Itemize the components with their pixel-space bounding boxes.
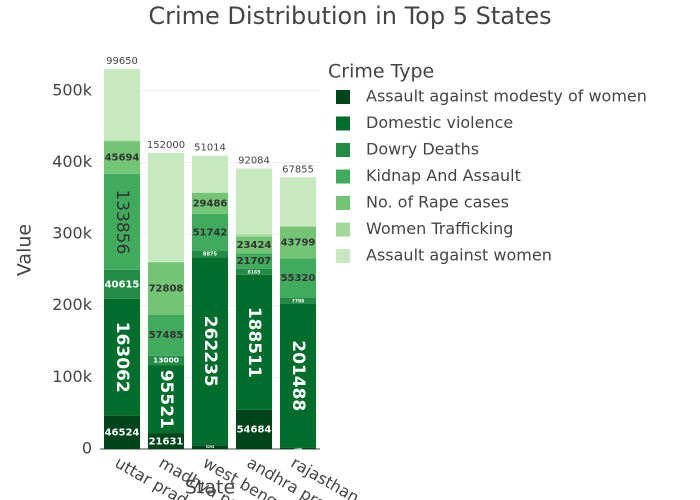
data-label: 13000 (153, 355, 179, 364)
y-tick-label: 0 (82, 439, 92, 458)
bar-segment (191, 155, 229, 193)
bar-segment (147, 261, 185, 263)
data-label: 1500 (294, 446, 302, 450)
data-label: 163062 (112, 322, 132, 393)
bar-segment (191, 257, 229, 446)
y-tick-label: 300k (52, 224, 93, 243)
bar-segment (279, 225, 317, 228)
data-label: 188511 (244, 307, 264, 378)
bar-segment (235, 253, 273, 269)
legend-label: Kidnap And Assault (366, 166, 521, 185)
bar-segment (147, 365, 185, 434)
bar-segment (279, 298, 317, 304)
data-label: 40615 (105, 279, 140, 290)
bar-segment (235, 234, 273, 237)
bar-segment (103, 69, 141, 141)
bar-segment (279, 258, 317, 299)
data-label: 95521 (156, 370, 176, 429)
bar-segment (103, 298, 141, 416)
legend-label: No. of Rape cases (366, 193, 509, 212)
bar-segment (103, 141, 141, 174)
data-label: 55320 (281, 273, 316, 284)
data-label: 23424 (237, 240, 272, 251)
bar-segment (147, 262, 185, 315)
legend-label: Assault against women (366, 246, 552, 265)
data-label: 133856 (112, 189, 132, 254)
legend-label: Women Trafficking (366, 219, 513, 238)
bar-segment (279, 177, 317, 226)
bar-segment (103, 140, 141, 142)
bar-segment (191, 251, 229, 258)
bar-segment (279, 227, 317, 259)
data-label: 51742 (193, 227, 228, 238)
data-label: 8875 (203, 252, 218, 258)
bar-segment (147, 152, 185, 262)
data-label: 262235 (200, 316, 220, 387)
y-tick-label: 100k (52, 367, 93, 386)
bar-segment (191, 192, 229, 214)
data-label: 152000 (147, 140, 185, 151)
bar-segment (191, 192, 229, 193)
data-label: 21631 (149, 436, 184, 447)
legend-label: Dowry Deaths (366, 140, 479, 159)
legend-swatch (336, 169, 350, 184)
data-label: 72808 (149, 284, 184, 295)
legend-swatch (336, 143, 350, 157)
legend-swatch (336, 222, 350, 237)
bar-segment (147, 314, 185, 356)
data-label: 46524 (105, 427, 140, 438)
bar-segment (235, 168, 273, 235)
y-tick-label: 400k (52, 152, 93, 171)
data-label: 57485 (149, 330, 184, 341)
bar-segment (235, 409, 273, 449)
bar-segment (191, 213, 229, 252)
bar-segment (279, 447, 317, 449)
data-label: 99650 (106, 56, 138, 67)
bar-segment (235, 236, 273, 254)
x-axis-title: State (185, 477, 235, 499)
data-label: 29486 (193, 198, 228, 209)
bar-segment (103, 269, 141, 299)
data-label: 5294 (206, 445, 214, 449)
bar-segment (191, 445, 229, 449)
data-label: 8165 (248, 269, 261, 275)
bar-segment (147, 433, 185, 449)
data-label: 54684 (237, 424, 272, 435)
bar-segment (103, 173, 141, 270)
legend-swatch (336, 116, 350, 131)
y-axis-title: Value (14, 224, 36, 276)
legend-swatch (336, 249, 350, 263)
bar-segment (279, 303, 317, 448)
legend-label: Domestic violence (366, 113, 513, 132)
data-label: 43799 (281, 238, 316, 249)
data-label: 67855 (282, 164, 314, 175)
bar-segment (103, 415, 141, 449)
legend-title: Crime Type (328, 61, 434, 83)
legend-swatch (336, 196, 350, 210)
data-label: 201488 (288, 340, 308, 411)
bar-segment (235, 268, 273, 275)
data-label: 92084 (238, 156, 270, 167)
y-tick-label: 500k (52, 80, 93, 99)
chart-title: Crime Distribution in Top 5 States (148, 2, 551, 30)
bar-segment (147, 355, 185, 366)
data-label: 45694 (105, 153, 140, 164)
data-label: 7789 (292, 298, 304, 304)
bar-segment (235, 274, 273, 410)
legend-label: Assault against modesty of women (366, 87, 647, 106)
data-label: 51014 (194, 143, 226, 154)
y-tick-label: 200k (52, 295, 93, 314)
data-label: 21707 (237, 256, 272, 267)
legend-swatch (336, 90, 350, 104)
